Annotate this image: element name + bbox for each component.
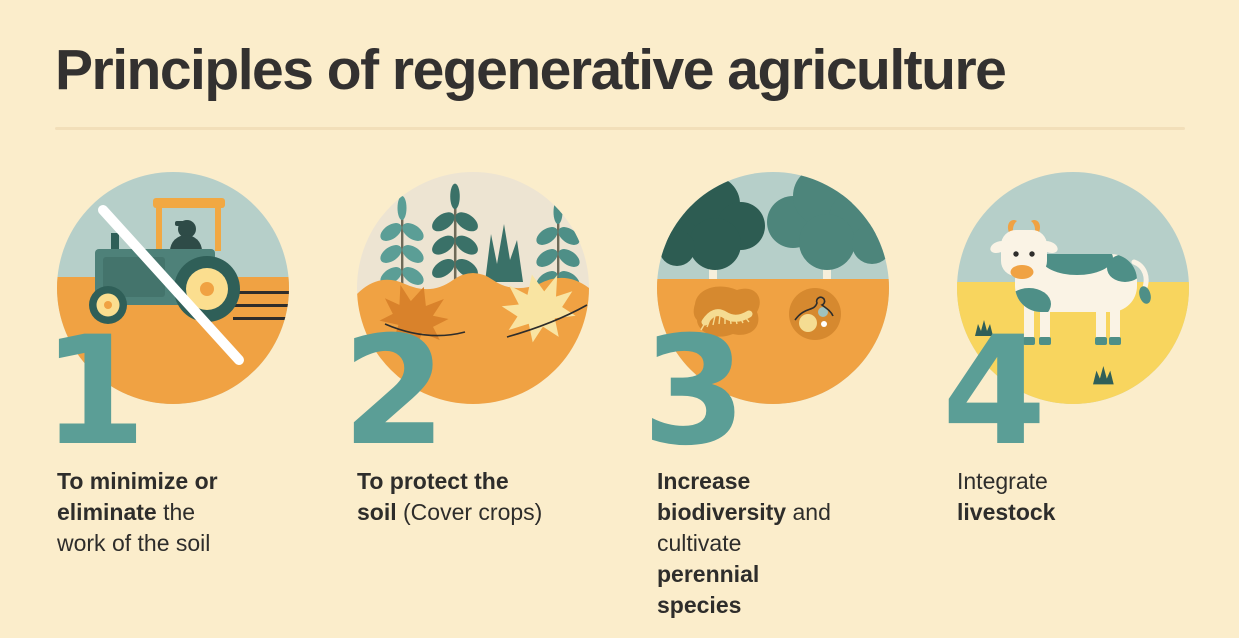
- grass-icon: [485, 224, 523, 282]
- principle-card-4: 4 Integrate livestock: [942, 172, 1189, 621]
- principle-number: 3: [642, 305, 747, 479]
- cow-horn: [1031, 220, 1041, 234]
- tractor-icon: [89, 198, 240, 324]
- cow-hooves: [1023, 337, 1121, 345]
- caption-bold-text: Increase biodiversity: [657, 468, 787, 525]
- centipede-icon: [693, 286, 760, 337]
- principle-card-3: 3 Increase biodiversity and cultivate pe…: [642, 172, 889, 621]
- caption-regular-text: the work of the soil: [57, 499, 211, 556]
- cow-eye: [1029, 251, 1035, 257]
- principle-caption: Increase biodiversity and cultivate pere…: [657, 466, 849, 621]
- livestock-cow-icon: [957, 172, 1189, 404]
- fallen-leaves-icon: [372, 267, 588, 356]
- cow-head: [990, 220, 1058, 279]
- tilled-soil-lines-icon: [233, 291, 289, 320]
- principle-3-illustration: 3: [642, 172, 889, 467]
- caption-regular-text: and cultivate: [657, 499, 831, 556]
- principle-card-2: 2 To protect the soil (Cover crops): [342, 172, 589, 621]
- principle-number: 1: [42, 305, 147, 479]
- page-title: Principles of regenerative agriculture: [55, 38, 1007, 102]
- no-till-tractor-icon: [57, 172, 289, 404]
- principle-card-1: 1 To minimize or eliminate the work of t…: [42, 172, 289, 621]
- cover-crops-icon: [357, 172, 589, 404]
- principle-number: 4: [942, 305, 1047, 479]
- title-divider: [55, 127, 1185, 130]
- driver: [170, 220, 202, 251]
- principle-1-illustration: 1: [42, 172, 289, 467]
- principle-caption: To minimize or eliminate the work of the…: [57, 466, 249, 559]
- soil-biodiversity-icon: [657, 172, 889, 404]
- caption-regular-text: (Cover crops): [396, 499, 543, 525]
- caption-bold-text: To protect the soil: [357, 468, 509, 525]
- cow-icon: [990, 220, 1151, 345]
- cow-muzzle: [1010, 265, 1034, 279]
- exhaust-pipe: [111, 233, 119, 250]
- caption-bold-text: perennial species: [657, 561, 760, 618]
- caption-regular-text: Integrate: [957, 468, 1048, 494]
- principle-caption: Integrate livestock: [957, 466, 1149, 528]
- cow-legs: [1024, 300, 1120, 340]
- tractor-canopy: [153, 198, 225, 251]
- caption-bold-text: To minimize or eliminate: [57, 468, 218, 525]
- soil-microbes-icon: [789, 288, 841, 340]
- principles-row: 1 To minimize or eliminate the work of t…: [42, 172, 1189, 621]
- prohibition-slash-icon: [98, 205, 244, 365]
- cow-eye: [1013, 251, 1019, 257]
- cow-horn: [1007, 220, 1017, 234]
- principle-number: 2: [342, 305, 447, 479]
- principle-2-illustration: 2: [342, 172, 589, 467]
- principle-4-illustration: 4: [942, 172, 1189, 467]
- caption-bold-text: livestock: [957, 499, 1056, 525]
- principle-caption: To protect the soil (Cover crops): [357, 466, 549, 528]
